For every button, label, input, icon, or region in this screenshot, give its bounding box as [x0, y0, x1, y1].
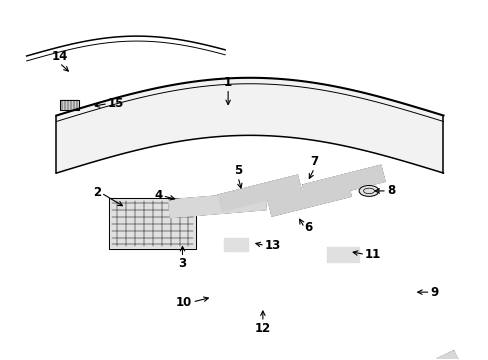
- Text: 15: 15: [108, 97, 124, 110]
- Text: 12: 12: [254, 322, 270, 335]
- Text: 3: 3: [178, 257, 186, 270]
- Polygon shape: [326, 247, 358, 262]
- Text: 5: 5: [233, 164, 242, 177]
- Text: 7: 7: [310, 155, 318, 168]
- Ellipse shape: [358, 185, 378, 196]
- Text: 11: 11: [365, 248, 381, 261]
- Polygon shape: [218, 175, 301, 211]
- Text: 10: 10: [176, 296, 192, 309]
- Polygon shape: [302, 165, 384, 201]
- Polygon shape: [168, 192, 266, 218]
- Polygon shape: [437, 351, 473, 360]
- Polygon shape: [56, 78, 443, 173]
- Text: 13: 13: [264, 239, 281, 252]
- Text: 6: 6: [304, 221, 312, 234]
- Text: 14: 14: [51, 50, 67, 63]
- Text: 1: 1: [224, 76, 232, 89]
- Polygon shape: [267, 180, 350, 216]
- Polygon shape: [109, 198, 196, 249]
- Polygon shape: [61, 100, 79, 109]
- Text: 8: 8: [386, 184, 394, 197]
- Text: 4: 4: [154, 189, 163, 202]
- Text: 9: 9: [429, 285, 438, 299]
- Polygon shape: [224, 238, 247, 251]
- Text: 2: 2: [93, 186, 101, 199]
